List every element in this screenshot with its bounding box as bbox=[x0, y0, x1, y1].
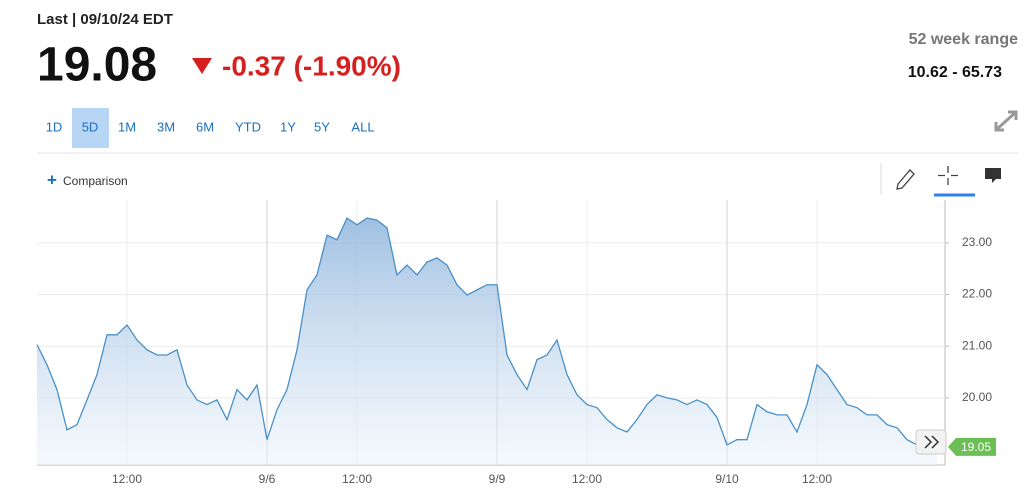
last-label: Last | 09/10/24 EDT bbox=[37, 11, 173, 28]
x-tick-label: 9/9 bbox=[489, 472, 506, 486]
range-button[interactable]: 3M bbox=[157, 119, 175, 134]
range-label: 52 week range bbox=[909, 31, 1019, 48]
y-tick-label: 23.00 bbox=[962, 235, 992, 249]
comparison[interactable]: Comparison bbox=[63, 174, 128, 188]
y-tick-label: 21.00 bbox=[962, 338, 992, 352]
range-button[interactable]: 1D bbox=[46, 119, 63, 134]
area-fill bbox=[37, 218, 937, 465]
range-button[interactable]: YTD bbox=[235, 119, 261, 134]
range-button[interactable]: 6M bbox=[196, 119, 214, 134]
scroll-icon[interactable] bbox=[924, 435, 940, 449]
current-price-label: 19.05 bbox=[961, 440, 991, 454]
change: -0.37 (-1.90%) bbox=[222, 50, 401, 81]
plus-icon[interactable]: + bbox=[47, 170, 57, 189]
x-tick-label: 12:00 bbox=[802, 472, 832, 486]
down-arrow bbox=[192, 58, 212, 74]
y-tick-label: 22.00 bbox=[962, 287, 992, 301]
x-tick-label: 9/10 bbox=[715, 472, 739, 486]
range-button[interactable]: 5D bbox=[82, 119, 99, 134]
current-price-tag bbox=[948, 437, 996, 456]
range-button[interactable]: 1Y bbox=[280, 119, 296, 134]
range-value: 10.62 - 65.73 bbox=[908, 64, 1002, 81]
expand-icon[interactable] bbox=[994, 110, 1018, 132]
range-button[interactable]: 1M bbox=[118, 119, 136, 134]
crosshair-icon[interactable] bbox=[938, 166, 958, 185]
range-button[interactable]: ALL bbox=[351, 119, 374, 134]
y-tick-label: 20.00 bbox=[962, 390, 992, 404]
x-tick-label: 12:00 bbox=[112, 472, 142, 486]
scroll-button[interactable] bbox=[915, 429, 947, 455]
x-tick-label: 9/6 bbox=[259, 472, 276, 486]
plot: 20.00 21.00 22.00 23.00 12:00 9/6 12:00 9/9 12:0… bbox=[36, 200, 996, 486]
selected-range-bg bbox=[72, 108, 109, 148]
draw-icon[interactable] bbox=[896, 169, 915, 190]
x-tick-label: 12:00 bbox=[342, 472, 372, 486]
range-button[interactable]: 5Y bbox=[314, 119, 330, 134]
price: 19.08 bbox=[37, 39, 157, 92]
price-line bbox=[36, 217, 938, 451]
x-tick-label: 12:00 bbox=[572, 472, 602, 486]
comment-icon[interactable] bbox=[985, 168, 1001, 183]
range-buttons: 1D 5D 1M 3M 6M YTD 1Y 5Y ALL bbox=[46, 108, 375, 148]
